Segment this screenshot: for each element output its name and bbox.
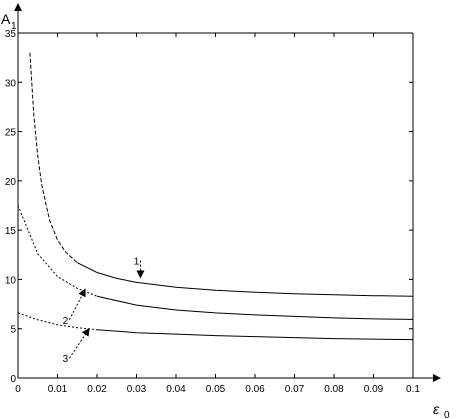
y-tick-label: 20 <box>5 177 17 188</box>
x-tick-label: 0.07 <box>285 384 305 395</box>
x-tick-label: 0.05 <box>206 384 226 395</box>
curve-callouts: 1 2 3 <box>63 257 145 365</box>
x-tick-label: 0.08 <box>324 384 344 395</box>
series-2-label: 2 <box>63 316 69 327</box>
y-axis-label-main: A <box>1 11 11 27</box>
series-2-line-dashed <box>17 205 98 297</box>
x-axis-label-sub: 0 <box>444 410 450 419</box>
series-1-line-dashed <box>29 52 78 264</box>
series-3-line <box>96 329 414 341</box>
x-tick-label: 0.09 <box>364 384 384 395</box>
series-2-arrow <box>68 288 86 321</box>
x-tick-label: 0.1 <box>406 384 420 395</box>
y-tick-label: 30 <box>5 78 17 89</box>
y-tick-label: 25 <box>5 128 17 139</box>
x-tick-label: 0.04 <box>166 384 186 395</box>
curves <box>17 52 414 341</box>
y-axis-label-sub: 1 <box>11 21 17 32</box>
x-axis-label-main: ε <box>433 401 440 417</box>
series-2-line <box>96 295 414 320</box>
y-axis-label: A 1 <box>1 11 17 32</box>
x-tick-label: 0.06 <box>245 384 265 395</box>
y-tick-label: 35 <box>5 29 17 40</box>
x-tick-label: 0.01 <box>48 384 68 395</box>
y-axis-ticks: 0 5 10 15 20 25 30 35 <box>5 29 413 385</box>
y-tick-label: 0 <box>10 374 16 385</box>
series-3-line-dashed <box>17 312 98 331</box>
x-tick-label: 0 <box>15 384 21 395</box>
x-tick-label: 0.03 <box>127 384 147 395</box>
series-1-label: 1 <box>134 257 140 268</box>
x-tick-label: 0.02 <box>87 384 107 395</box>
x-axis-label: ε 0 <box>433 401 450 419</box>
y-tick-label: 5 <box>10 325 16 336</box>
plot-frame <box>14 3 441 382</box>
y-tick-label: 15 <box>5 226 17 237</box>
series-3-label: 3 <box>63 354 69 365</box>
series-1-line <box>77 262 414 297</box>
series-3-arrow <box>68 327 90 359</box>
x-axis-ticks: 0 0.01 0.02 0.03 0.04 0.05 0.06 0.07 0.08 0.09 0.1 <box>15 33 420 395</box>
y-tick-label: 10 <box>5 275 17 286</box>
